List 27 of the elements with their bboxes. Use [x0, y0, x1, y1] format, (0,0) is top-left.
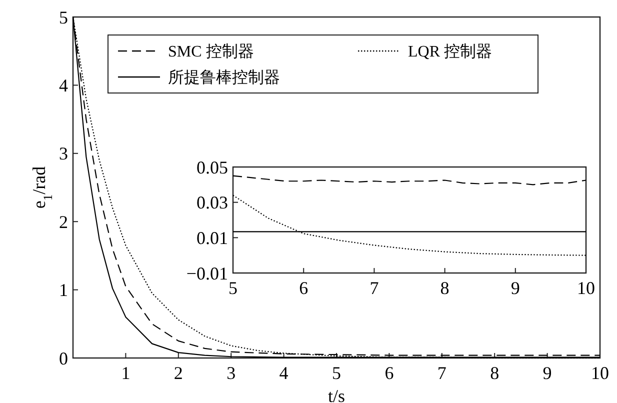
y-tick-label: 5 [59, 7, 68, 28]
x-tick-label: 4 [279, 363, 288, 383]
x-axis-title: t/s [328, 386, 346, 403]
x-tick-label: 5 [332, 363, 341, 383]
y-tick-label: 0 [59, 348, 68, 368]
x-tick-label: 9 [542, 363, 552, 383]
y-tick-label: 2 [59, 212, 68, 232]
x-tick-label: 10 [591, 363, 609, 383]
x-tick-label: 7 [370, 278, 379, 298]
x-tick-label: 10 [577, 278, 595, 298]
x-tick-label: 6 [384, 363, 394, 383]
x-tick-label: 8 [440, 278, 450, 298]
x-tick-label: 8 [490, 363, 500, 383]
y-tick-label: 0.01 [196, 228, 228, 248]
y-tick-label: 4 [59, 76, 68, 96]
legend-label: SMC 控制器 [168, 42, 254, 61]
legend-label: LQR 控制器 [408, 42, 492, 61]
legend-label: 所提鲁棒控制器 [168, 68, 280, 87]
x-tick-label: 9 [510, 278, 520, 298]
y-tick-label: 0.05 [196, 157, 228, 178]
y-tick-label: 3 [59, 144, 68, 164]
y-tick-label: −0.01 [186, 263, 228, 284]
x-tick-label: 1 [121, 363, 130, 383]
y-tick-label: 0.03 [196, 192, 228, 213]
x-tick-label: 7 [437, 363, 446, 383]
x-tick-label: 6 [299, 278, 308, 298]
x-tick-label: 2 [174, 363, 183, 383]
